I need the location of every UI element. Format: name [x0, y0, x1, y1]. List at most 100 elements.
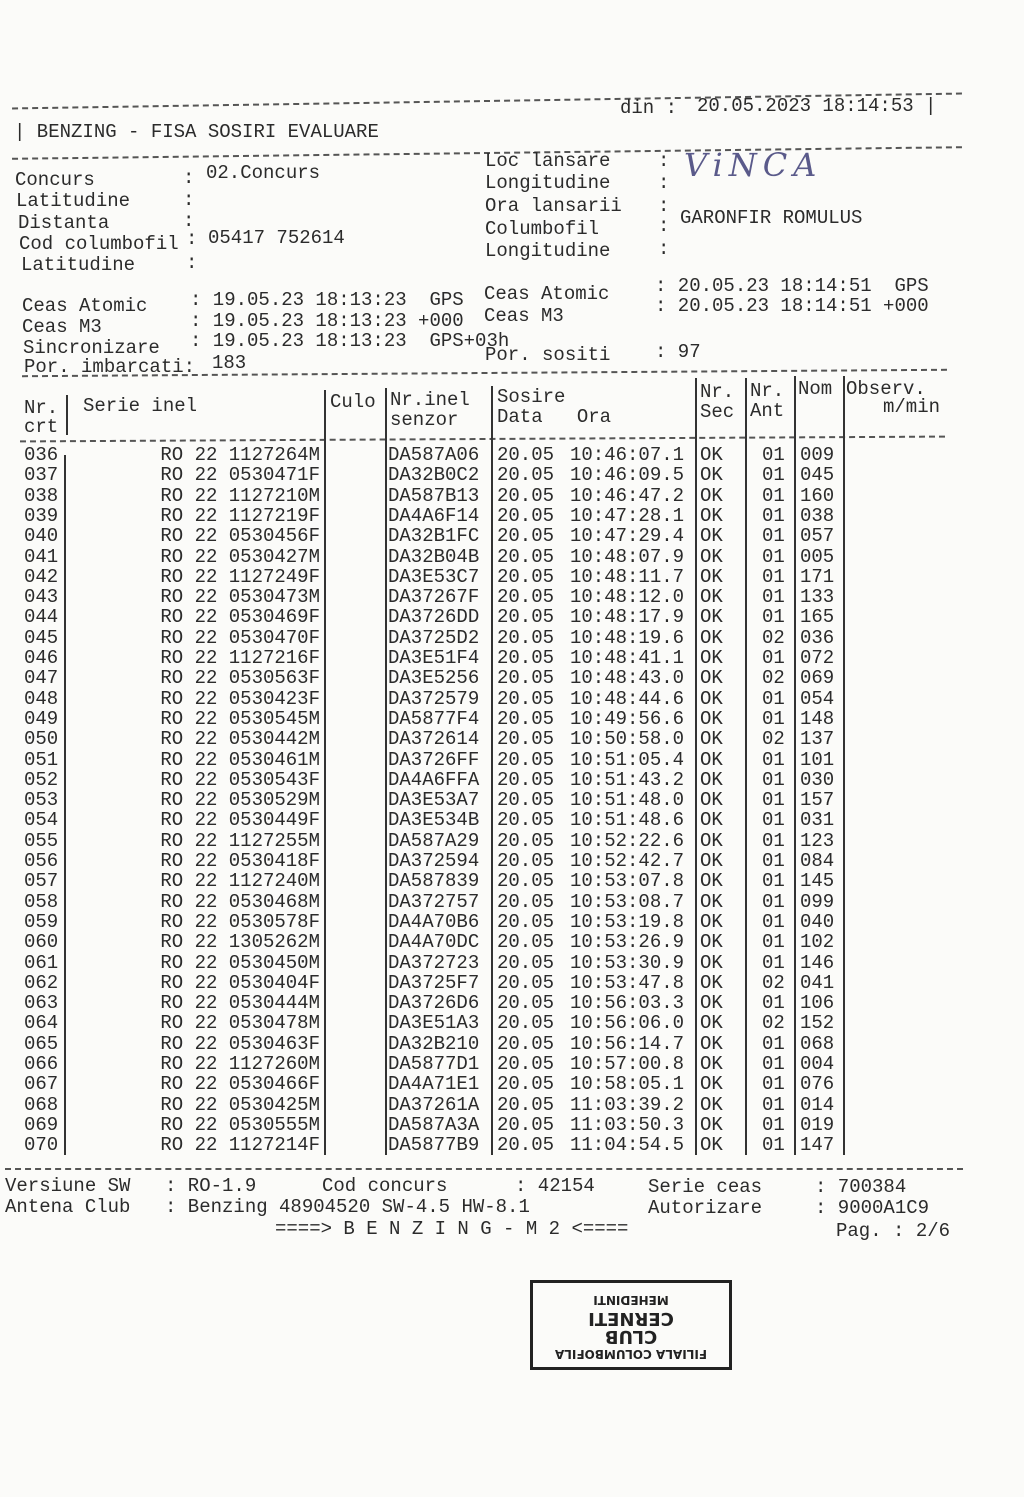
status: OK — [700, 484, 723, 507]
ant-number: 157 — [800, 789, 835, 812]
table-row: 054 RO 22 0530449F DA3E534B 20.05 10:51:48.6… — [0, 810, 1024, 830]
arrival-time: 10:56:03.3 — [570, 992, 685, 1015]
ring-series: RO 22 1305262M — [160, 931, 320, 954]
info-label: Ora lansarii — [485, 195, 622, 217]
ring-series: RO 22 1127264M — [160, 444, 320, 466]
row-number: 070 — [24, 1134, 59, 1157]
arrival-date: 20.05 — [497, 1134, 555, 1157]
ant-number: 147 — [800, 1134, 835, 1157]
sensor-ring: DA3726DD — [388, 606, 480, 629]
status: OK — [700, 850, 723, 872]
footer-label: Autorizare — [648, 1197, 763, 1219]
column-rule — [794, 376, 796, 1155]
row-number: 054 — [24, 809, 59, 832]
row-number: 047 — [24, 667, 59, 690]
row-number: 057 — [24, 870, 59, 893]
sec-number: 01 — [762, 687, 785, 710]
sec-number: 02 — [762, 728, 785, 751]
ant-number: 137 — [800, 728, 835, 751]
status: OK — [700, 971, 723, 994]
sensor-ring: DA3E51F4 — [388, 647, 480, 669]
ring-series: RO 22 0530555M — [160, 1113, 320, 1136]
sensor-ring: DA587B13 — [388, 484, 480, 507]
ring-series: RO 22 1127214F — [160, 1134, 320, 1157]
ant-number: 041 — [800, 971, 835, 994]
table-row: 041 RO 22 0530427M DA32B04B 20.05 10:48:07.9… — [0, 547, 1024, 567]
sensor-ring: DA372723 — [388, 951, 480, 974]
table-row: 050 RO 22 0530442M DA372614 20.05 10:50:58.0… — [0, 729, 1024, 749]
ant-number: 045 — [800, 464, 835, 487]
clock-value: : 19.05.23 18:13:23 GPS — [190, 289, 464, 311]
sec-number: 01 — [762, 1073, 785, 1096]
table-row: 047 RO 22 0530563F DA3E5256 20.05 10:48:43.0… — [0, 668, 1024, 688]
arrival-date: 20.05 — [497, 606, 555, 629]
arrival-date: 20.05 — [497, 586, 555, 609]
row-number: 056 — [24, 850, 59, 872]
arrival-time: 10:53:07.8 — [570, 870, 685, 893]
arrival-time: 10:46:47.2 — [570, 484, 685, 507]
sensor-ring: DA3726FF — [388, 748, 480, 771]
arrival-time: 10:46:07.1 — [570, 444, 685, 466]
ring-series: RO 22 1127219F — [160, 504, 320, 527]
arrival-time: 10:48:17.9 — [570, 606, 685, 629]
ant-number: 133 — [800, 586, 835, 609]
arrival-time: 10:48:41.1 — [570, 647, 685, 669]
ant-number: 069 — [800, 667, 835, 690]
table-row: 059 RO 22 0530578F DA4A70B6 20.05 10:53:19.8… — [0, 912, 1024, 932]
arrival-time: 10:51:05.4 — [570, 748, 685, 771]
status: OK — [700, 870, 723, 893]
row-number: 038 — [24, 484, 59, 507]
ant-number: 101 — [800, 748, 835, 771]
status: OK — [700, 444, 723, 466]
row-number: 060 — [24, 931, 59, 954]
sensor-ring: DA3725D2 — [388, 626, 480, 649]
sec-number: 01 — [762, 484, 785, 507]
arrival-date: 20.05 — [497, 545, 555, 568]
row-number: 043 — [24, 586, 59, 609]
sensor-ring: DA4A71E1 — [388, 1073, 480, 1096]
sec-number: 01 — [762, 1032, 785, 1055]
sec-number: 01 — [762, 890, 785, 913]
column-rule — [324, 390, 326, 1155]
sec-number: 01 — [762, 707, 785, 730]
arrival-date: 20.05 — [497, 647, 555, 669]
arrival-time: 11:04:54.5 — [570, 1134, 685, 1157]
arrival-time: 10:53:08.7 — [570, 890, 685, 913]
ant-number: 038 — [800, 504, 835, 527]
status: OK — [700, 809, 723, 832]
table-row: 053 RO 22 0530529M DA3E53A7 20.05 10:51:48.0… — [0, 790, 1024, 810]
arrival-time: 10:51:48.6 — [570, 809, 685, 832]
table-row: 036 RO 22 1127264M DA587A06 20.05 10:46:07.1… — [0, 445, 1024, 465]
table-row: 058 RO 22 0530468M DA372757 20.05 10:53:08.7… — [0, 892, 1024, 912]
fancier-name: GARONFIR ROMULUS — [680, 207, 863, 229]
arrival-date: 20.05 — [497, 951, 555, 974]
table-row: 060 RO 22 1305262M DA4A70DC 20.05 10:53:26.9… — [0, 932, 1024, 952]
sec-number: 01 — [762, 606, 785, 629]
col-senzor: senzor — [390, 409, 459, 431]
table-row: 062 RO 22 0530404F DA3725F7 20.05 10:53:47.8… — [0, 973, 1024, 993]
column-rule — [695, 378, 697, 1155]
sensor-ring: DA587A3A — [388, 1113, 480, 1136]
table-row: 049 RO 22 0530545M DA5877F4 20.05 10:49:56.6… — [0, 709, 1024, 729]
status: OK — [700, 565, 723, 588]
table-row: 065 RO 22 0530463F DA32B210 20.05 10:56:14.7… — [0, 1034, 1024, 1054]
sec-number: 01 — [762, 789, 785, 812]
sensor-ring: DA3E53A7 — [388, 789, 480, 812]
info-value: 02.Concurs — [206, 162, 321, 184]
ring-series: RO 22 0530563F — [160, 667, 320, 690]
info-sep: : — [658, 215, 670, 237]
ant-number: 171 — [800, 565, 835, 588]
col-observ: Observ. — [846, 378, 926, 400]
table-row: 040 RO 22 0530456F DA32B1FC 20.05 10:47:29.4… — [0, 526, 1024, 546]
status: OK — [700, 626, 723, 649]
status: OK — [700, 1134, 723, 1157]
info-sep: : — [183, 167, 195, 189]
ant-number: 160 — [800, 484, 835, 507]
sensor-ring: DA4A70B6 — [388, 910, 480, 933]
row-number: 051 — [24, 748, 59, 771]
footer-banner: ====> B E N Z I N G - M 2 <==== — [275, 1218, 629, 1240]
arrival-date: 20.05 — [497, 829, 555, 852]
clock-label: Ceas Atomic — [484, 283, 610, 305]
ring-series: RO 22 0530461M — [160, 748, 320, 771]
row-number: 058 — [24, 890, 59, 913]
